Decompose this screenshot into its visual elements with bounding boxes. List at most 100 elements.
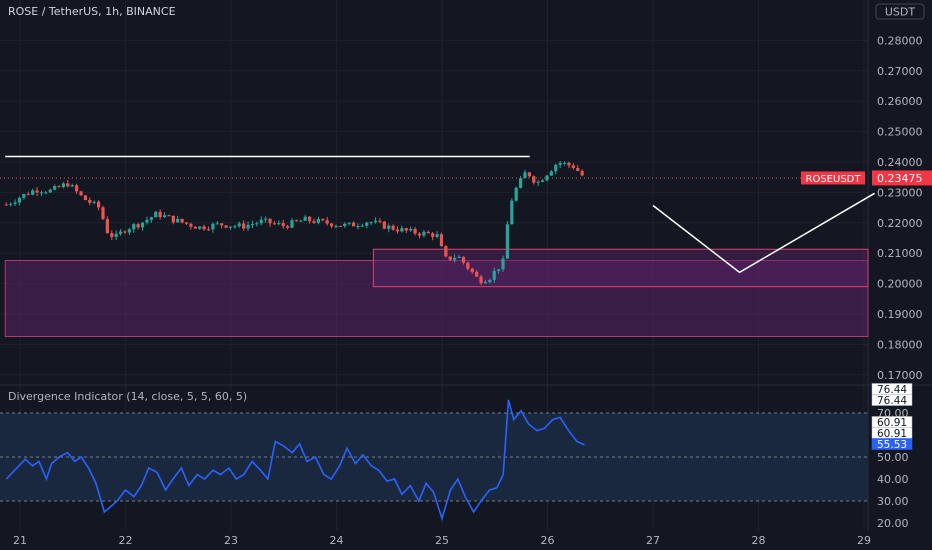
price-tick-label[interactable]: 0.17000 <box>877 369 923 382</box>
candle-body <box>9 203 13 205</box>
price-tick-label[interactable]: 0.24000 <box>877 156 923 169</box>
candle-body <box>321 218 325 221</box>
candle-body <box>39 192 44 194</box>
time-tick-label[interactable]: 25 <box>435 534 449 547</box>
time-tick-label[interactable]: 22 <box>119 534 133 547</box>
candle-body <box>149 217 153 220</box>
oscillator-value-badge: 76.44 <box>877 395 907 407</box>
candle-body <box>422 231 426 236</box>
time-tick-label[interactable]: 29 <box>857 534 871 547</box>
time-tick-label[interactable]: 28 <box>752 534 766 547</box>
candle-body <box>453 258 457 260</box>
candle-body <box>307 216 312 222</box>
candle-body <box>22 194 26 198</box>
candle-body <box>75 185 79 192</box>
candle-body <box>83 195 88 201</box>
candle-body <box>483 282 488 284</box>
time-tick-label[interactable]: 26 <box>541 534 555 547</box>
candle-body <box>545 175 549 181</box>
candle-body <box>369 222 373 224</box>
candle-body <box>136 224 140 228</box>
candle-body <box>536 181 540 183</box>
price-tick-label[interactable]: 0.21000 <box>877 247 923 260</box>
candle-body <box>57 186 61 188</box>
candle-body <box>475 271 479 277</box>
candle-body <box>527 172 531 177</box>
candle-body <box>44 192 48 194</box>
candle-body <box>13 202 17 204</box>
candle-body <box>180 218 184 223</box>
candle-body <box>53 186 57 190</box>
candle-body <box>176 218 180 223</box>
candle-body <box>497 269 501 271</box>
oscillator-tick-label[interactable]: 20.00 <box>877 517 909 530</box>
candle-body <box>224 225 228 228</box>
candle-body <box>360 225 364 227</box>
candle-body <box>329 223 334 227</box>
candle-body <box>281 223 285 227</box>
candle-body <box>132 224 136 230</box>
last-price-badge-box <box>872 170 932 186</box>
oscillator-pane <box>0 399 868 522</box>
price-tick-label[interactable]: 0.23000 <box>877 186 923 199</box>
candle-body <box>558 162 562 165</box>
symbol-price-label-box <box>801 171 865 185</box>
indicator-title[interactable]: Divergence Indicator (14, close, 5, 5, 6… <box>8 390 247 403</box>
oscillator-value-badge-box <box>871 438 913 450</box>
time-axis[interactable]: 21 22 23 24 25 26 27 28 29 <box>13 534 871 547</box>
oscillator-tick-label[interactable]: 40.00 <box>877 473 909 486</box>
candle-body <box>426 231 430 234</box>
candle-body <box>549 171 553 176</box>
demand-zones <box>4 248 869 337</box>
candle-body <box>206 229 211 231</box>
currency-badge-label: USDT <box>885 6 916 19</box>
price-tick-label[interactable]: 0.18000 <box>877 338 923 351</box>
candle-body <box>189 223 193 227</box>
candle-body <box>237 223 241 227</box>
candle-body <box>567 162 571 166</box>
price-tick-label[interactable]: 0.27000 <box>877 65 923 78</box>
candle-body <box>290 220 294 228</box>
candle-body <box>215 223 219 225</box>
candle-body <box>387 225 391 229</box>
time-tick-label[interactable]: 27 <box>646 534 660 547</box>
time-tick-label[interactable]: 24 <box>330 534 344 547</box>
price-tick-label[interactable]: 0.22000 <box>877 217 923 230</box>
price-tick-label[interactable]: 0.20000 <box>877 278 923 291</box>
candle-body <box>439 234 444 247</box>
oscillator-value-badge: 60.91 <box>877 417 907 429</box>
candle-body <box>356 225 360 227</box>
oscillator-value-badge: 76.44 <box>877 384 907 396</box>
candle-body <box>127 229 131 233</box>
candle-body <box>17 197 22 203</box>
candle-body <box>409 228 413 231</box>
price-tick-label[interactable]: 0.26000 <box>877 95 923 108</box>
candle-body <box>347 222 351 224</box>
oscillator-tick-label[interactable]: 50.00 <box>877 451 909 464</box>
candle-body <box>479 276 483 284</box>
candle-body <box>488 279 492 283</box>
symbol-title[interactable]: ROSE / TetherUS, 1h, BINANCE <box>8 5 176 18</box>
oscillator-tick-label[interactable]: 30.00 <box>877 495 909 508</box>
price-tick-label[interactable]: 0.19000 <box>877 308 923 321</box>
currency-badge[interactable]: USDT <box>875 3 925 20</box>
candle-body <box>343 223 347 227</box>
candle-body <box>461 256 466 263</box>
candle-body <box>26 194 30 196</box>
candle-body <box>35 190 39 193</box>
candle-body <box>391 225 395 230</box>
price-tick-label[interactable]: 0.25000 <box>877 126 923 139</box>
price-tick-label[interactable]: 0.28000 <box>877 34 923 47</box>
candle-body <box>105 219 109 234</box>
candle-body <box>4 204 8 206</box>
projection-path <box>652 192 875 274</box>
candle-body <box>382 221 386 229</box>
time-tick-label[interactable]: 23 <box>224 534 238 547</box>
candle-body <box>303 216 307 221</box>
candle-body <box>518 178 523 188</box>
candle-body <box>338 225 342 227</box>
candle-body <box>233 226 237 228</box>
candle-body <box>540 180 545 182</box>
time-tick-label[interactable]: 21 <box>13 534 27 547</box>
